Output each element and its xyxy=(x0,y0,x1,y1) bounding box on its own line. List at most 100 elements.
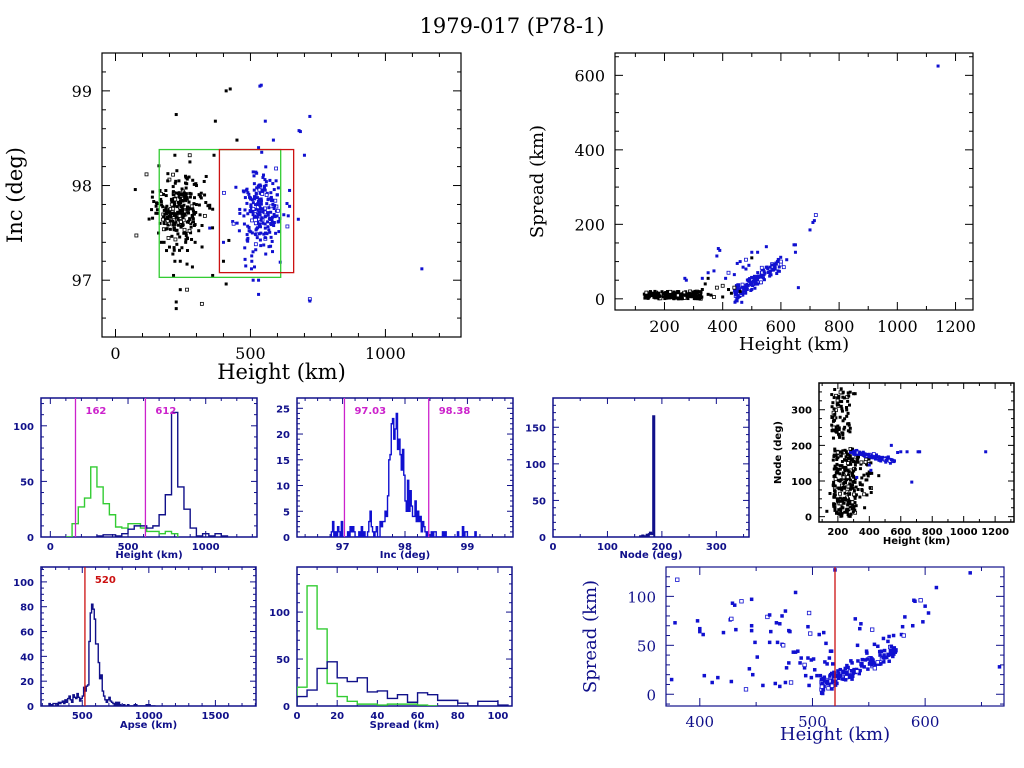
blue-outliers-point xyxy=(796,286,800,290)
black-band-point xyxy=(661,295,665,299)
black-lower-point xyxy=(833,484,837,488)
black-point xyxy=(177,202,181,206)
black-upper-point xyxy=(832,407,836,411)
black-point xyxy=(172,248,176,252)
plot-area xyxy=(133,83,424,311)
blue-cluster-point xyxy=(750,282,754,286)
x-tick-label: 600 xyxy=(911,713,940,731)
x-tick-label: 800 xyxy=(922,527,943,538)
blue-band-point xyxy=(884,458,888,462)
blue-outliers-point xyxy=(286,214,290,218)
black-point xyxy=(175,228,179,232)
black-upper-point xyxy=(848,390,852,394)
black-lower-point xyxy=(833,447,837,451)
blue-core-point xyxy=(870,663,874,667)
y-tick-label: 98 xyxy=(72,177,92,196)
black-lower-point xyxy=(853,467,857,471)
blue-point xyxy=(258,213,262,217)
black-outliers-point xyxy=(877,474,881,478)
x-tick-label: 1500 xyxy=(201,711,229,722)
green-hist-bar xyxy=(128,524,134,537)
blue-scatter-point xyxy=(899,632,904,637)
black-lower-point xyxy=(840,505,844,509)
blue-point xyxy=(259,218,263,222)
blue-outliers-point xyxy=(811,220,815,224)
y-tick-label: 100 xyxy=(627,588,656,606)
navy-hist-bar xyxy=(134,526,140,537)
y-tick-label: 60 xyxy=(20,628,34,639)
blue-point xyxy=(276,186,280,190)
inc-hist xyxy=(330,412,477,537)
x-tick-label: 0 xyxy=(550,542,557,553)
blue-point xyxy=(254,248,258,252)
blue-outliers-point xyxy=(264,193,269,197)
blue-cluster-point xyxy=(743,286,747,290)
black-point xyxy=(173,212,177,216)
y-tick-label: 100 xyxy=(13,578,34,589)
green-hist-bar xyxy=(337,697,347,706)
black-point xyxy=(182,194,186,198)
black-mid-point xyxy=(859,460,864,465)
blue-point xyxy=(269,235,273,239)
black-point xyxy=(172,213,176,217)
blue-core-point xyxy=(836,669,840,673)
blue-core-point xyxy=(855,669,860,674)
blue-point xyxy=(270,239,274,243)
black-point xyxy=(170,211,174,215)
blue-point xyxy=(246,191,250,195)
blue-core-point xyxy=(836,674,840,678)
black-lower-point xyxy=(847,470,851,474)
black-point xyxy=(163,217,167,221)
black-lower-point xyxy=(838,472,842,476)
navy-hist xyxy=(96,411,229,537)
blue-scatter-point xyxy=(799,656,803,660)
black-point xyxy=(211,226,215,230)
black-lower-point xyxy=(848,502,852,506)
black-upper-point xyxy=(831,436,835,440)
black-point xyxy=(175,205,179,209)
blue-point xyxy=(268,230,272,234)
blue-outliers-point xyxy=(889,443,893,447)
blue-outliers-point xyxy=(243,257,247,261)
blue-point xyxy=(259,200,263,204)
blue-cluster-point xyxy=(768,269,772,273)
figure-title: 1979-017 (P78-1) xyxy=(419,14,605,38)
blue-scatter-point xyxy=(798,661,802,665)
blue-point xyxy=(250,231,254,235)
blue-point xyxy=(272,214,276,218)
black-band-point xyxy=(689,295,693,299)
blue-scatter-point xyxy=(716,675,720,680)
black-point xyxy=(164,188,168,192)
blue-point xyxy=(259,231,263,235)
blue-point xyxy=(257,212,261,216)
blue-point xyxy=(237,229,241,233)
black-point xyxy=(181,216,185,220)
black-lower-point xyxy=(852,469,856,473)
x-tick-label: 1200 xyxy=(935,317,976,336)
black-mid-point xyxy=(869,491,873,495)
black-point xyxy=(166,172,170,176)
blue-cluster-point xyxy=(768,265,772,269)
black-point xyxy=(179,219,183,224)
blue-outliers-point xyxy=(735,261,739,265)
inc-hist-bar xyxy=(351,532,352,537)
black-upper-point xyxy=(834,425,838,429)
blue-point xyxy=(255,186,259,190)
black-mid-point xyxy=(856,488,860,492)
black-lower-point xyxy=(845,478,849,482)
blue-point xyxy=(261,175,265,179)
y-tick-label: 400 xyxy=(574,141,605,160)
black-outliers-point xyxy=(167,245,171,249)
black-outliers-point xyxy=(853,392,857,396)
black-lower-point xyxy=(835,497,839,501)
navy-hist-bar xyxy=(165,495,171,537)
black-outliers-point xyxy=(224,282,228,286)
black-lower-point xyxy=(839,454,843,458)
black-lower-point xyxy=(840,464,844,468)
black-lower-point xyxy=(846,473,850,477)
black-point xyxy=(185,249,189,253)
blue-point xyxy=(238,211,242,215)
blue-cluster-point xyxy=(744,291,748,295)
blue-point xyxy=(262,232,266,236)
blue-scatter-point xyxy=(793,650,798,654)
